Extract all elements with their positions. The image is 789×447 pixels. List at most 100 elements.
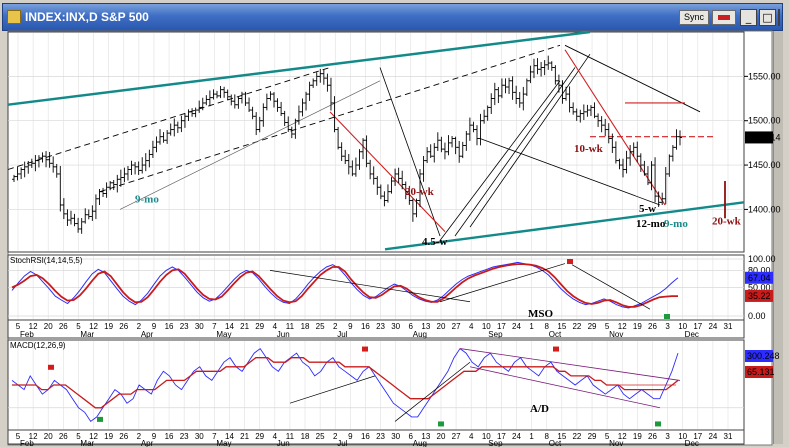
last-price-box <box>745 131 773 144</box>
stoch-last-label: 35.22 <box>748 291 771 301</box>
macd-trendline <box>459 348 681 381</box>
date-tick-label: 12 <box>618 322 627 331</box>
stoch-trendline <box>439 263 566 303</box>
macd-buy-marker <box>438 421 444 427</box>
vertical-scrollbar[interactable] <box>773 31 783 444</box>
price-annotation: 5-w <box>639 203 656 215</box>
date-tick-label: 10 <box>678 322 687 331</box>
panel-1-frame <box>7 31 745 253</box>
dashed-trendline <box>99 44 561 193</box>
month-label: Jun <box>277 330 290 339</box>
thin-trendline <box>379 67 441 237</box>
month-label: May <box>216 330 231 339</box>
date-tick-label: 5 <box>16 432 21 441</box>
date-tick-label: 2 <box>137 322 142 331</box>
date-tick-label: 26 <box>59 322 68 331</box>
date-tick-label: 19 <box>633 432 642 441</box>
minimize-button[interactable]: _ <box>740 9 757 26</box>
stoch-axis-label: 100.00 <box>748 254 776 264</box>
date-tick-label: 13 <box>421 432 430 441</box>
stoch-fast-line <box>11 261 679 309</box>
price-axis-label: 1450.00 <box>748 160 781 170</box>
chart-app-icon <box>7 10 21 24</box>
month-label: Aug <box>413 439 427 447</box>
date-tick-label: 15 <box>557 432 566 441</box>
date-tick-label: 29 <box>588 322 597 331</box>
date-tick-label: 15 <box>557 322 566 331</box>
date-tick-label: 17 <box>693 322 702 331</box>
title-bar[interactable]: INDEX:INX,D S&P 500 Sync _ □ × <box>2 3 783 31</box>
month-label: Dec <box>685 439 699 447</box>
macd-buy-marker <box>655 421 661 427</box>
date-tick-label: 27 <box>452 322 461 331</box>
date-tick-label: 23 <box>180 322 189 331</box>
last-price-label: 1481.14 <box>748 132 781 142</box>
date-tick-label: 16 <box>165 432 174 441</box>
month-label: Oct <box>549 330 562 339</box>
date-tick-label: 21 <box>240 432 249 441</box>
date-tick-label: 12 <box>89 432 98 441</box>
date-tick-label: 19 <box>104 322 113 331</box>
date-tick-label: 6 <box>409 322 414 331</box>
color-marker-button[interactable] <box>712 10 736 25</box>
price-annotation: 12-mo <box>636 218 666 230</box>
date-tick-label: 9 <box>152 432 157 441</box>
date-tick-label: 11 <box>286 322 295 331</box>
date-tick-label: 10 <box>678 432 687 441</box>
price-annotation: 20-wk <box>712 216 742 228</box>
date-tick-label: 22 <box>572 322 581 331</box>
date-tick-label: 30 <box>391 322 400 331</box>
date-tick-label: 29 <box>255 322 264 331</box>
date-tick-label: 4 <box>273 322 278 331</box>
date-tick-label: 16 <box>361 322 370 331</box>
stoch-buy-marker <box>664 314 670 319</box>
price-annotation: 9-mo <box>135 193 159 205</box>
date-tick-label: 2 <box>333 322 338 331</box>
stoch-slow-line <box>11 263 678 308</box>
date-tick-label: 6 <box>409 432 414 441</box>
month-label: Apr <box>141 439 154 447</box>
sync-button[interactable]: Sync <box>679 10 709 25</box>
date-tick-label: 2 <box>333 432 338 441</box>
date-tick-label: 26 <box>648 432 657 441</box>
month-label: Nov <box>609 330 623 339</box>
date-tick-label: 3 <box>665 432 670 441</box>
date-tick-label: 16 <box>361 432 370 441</box>
stoch-date-axis <box>7 319 745 339</box>
macd-annotation: A/D <box>530 403 549 415</box>
price-axis-label: 1550.00 <box>748 71 781 81</box>
date-tick-label: 30 <box>195 322 204 331</box>
date-tick-label: 16 <box>165 322 174 331</box>
close-button[interactable]: × <box>778 9 780 26</box>
date-tick-label: 5 <box>76 322 81 331</box>
maximize-button[interactable]: □ <box>759 9 776 26</box>
date-tick-label: 9 <box>152 322 157 331</box>
month-label: Jul <box>337 330 347 339</box>
stoch-axis-label: 80.00 <box>748 265 771 275</box>
month-label: May <box>216 439 231 447</box>
macd-last-box <box>745 350 773 362</box>
date-tick-label: 20 <box>44 322 53 331</box>
dashed-trendline <box>7 67 331 170</box>
red-decline-line <box>329 111 446 232</box>
macd-line <box>11 347 679 423</box>
date-tick-label: 7 <box>212 322 217 331</box>
stoch-trendline <box>571 264 651 310</box>
macd-last-label: 300.248 <box>747 351 780 361</box>
date-tick-label: 27 <box>452 432 461 441</box>
macd-sell-marker <box>48 364 54 370</box>
month-label: Mar <box>80 330 94 339</box>
date-tick-label: 10 <box>482 432 491 441</box>
month-label: Mar <box>80 439 94 447</box>
date-tick-label: 8 <box>544 432 549 441</box>
date-tick-label: 26 <box>648 322 657 331</box>
date-tick-label: 9 <box>348 322 353 331</box>
date-tick-label: 25 <box>316 322 325 331</box>
macd-title: MACD(12,26,9) <box>10 341 66 350</box>
date-tick-label: 4 <box>273 432 278 441</box>
date-tick-label: 17 <box>497 432 506 441</box>
date-tick-label: 29 <box>255 432 264 441</box>
date-tick-label: 21 <box>240 322 249 331</box>
date-tick-label: 1 <box>529 322 534 331</box>
